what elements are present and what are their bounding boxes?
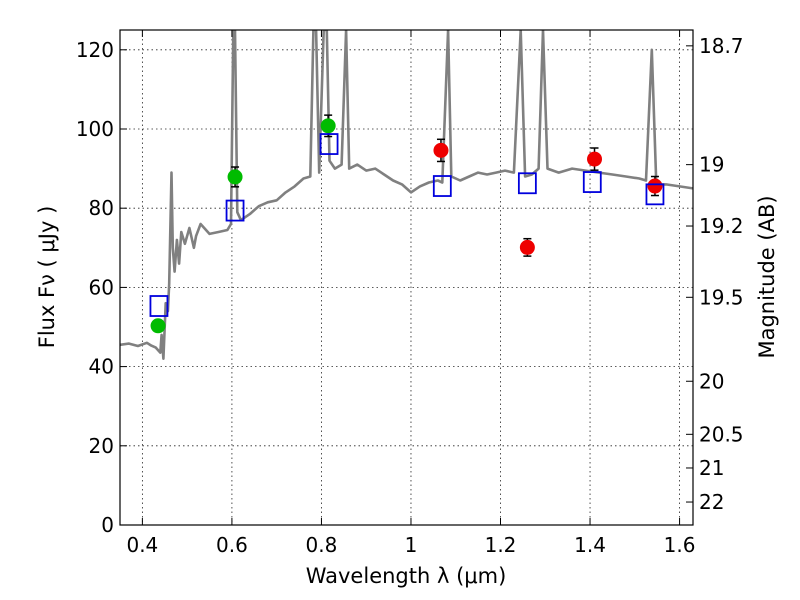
- y-tick-label: 80: [89, 196, 114, 220]
- spectrum-line: [120, 30, 693, 360]
- model-square: [149, 295, 169, 317]
- x-tick-label: 0.6: [216, 533, 248, 557]
- grid-lines: [120, 30, 693, 526]
- right-tick-label: 20: [699, 369, 724, 393]
- y-tick-label: 20: [89, 434, 114, 458]
- y-axis-right-label: Magnitude (AB): [755, 195, 779, 358]
- axes-ticks: 0.4 0.6 0.8 1 1.2 1.4 1.6 0 20 40 60 80 100 120 18.7 19…: [76, 30, 744, 557]
- model-square: [517, 172, 537, 195]
- y-tick-label: 120: [76, 38, 114, 62]
- model-square: [582, 171, 602, 193]
- right-tick-label: 20.5: [699, 422, 744, 446]
- model-square: [225, 199, 245, 222]
- green-data-point: [320, 118, 336, 134]
- y-tick-label: 0: [101, 513, 114, 537]
- y-tick-label: 40: [89, 355, 114, 379]
- plot-frame: [119, 29, 694, 526]
- x-tick-label: 0.4: [126, 533, 158, 557]
- right-tick-label: 19: [699, 153, 724, 177]
- model-square: [319, 133, 339, 155]
- right-tick-label: 22: [699, 490, 724, 514]
- model-square: [432, 175, 452, 197]
- model-square: [645, 183, 665, 206]
- plot-area: [120, 30, 693, 360]
- right-tick-label: 21: [699, 456, 724, 480]
- y-tick-label: 100: [76, 117, 114, 141]
- x-axis-label: Wavelength λ (μm): [306, 564, 507, 588]
- red-data-point: [519, 239, 535, 255]
- green-data-point: [150, 318, 166, 334]
- right-tick-label: 19.5: [699, 285, 744, 309]
- red-data-point: [587, 151, 603, 167]
- right-tick-label: 19.2: [699, 214, 744, 238]
- x-tick-label: 1.6: [664, 533, 696, 557]
- red-data-point: [647, 178, 663, 194]
- green-data-point: [227, 169, 243, 185]
- red-data-point: [433, 142, 449, 158]
- x-tick-label: 0.8: [306, 533, 338, 557]
- x-tick-label: 1.4: [574, 533, 606, 557]
- y-tick-label: 60: [89, 275, 114, 299]
- x-tick-label: 1.2: [485, 533, 517, 557]
- y-axis-label: Flux Fν ( μJy ): [35, 206, 59, 349]
- right-tick-label: 18.7: [699, 34, 744, 58]
- x-tick-label: 1: [405, 533, 418, 557]
